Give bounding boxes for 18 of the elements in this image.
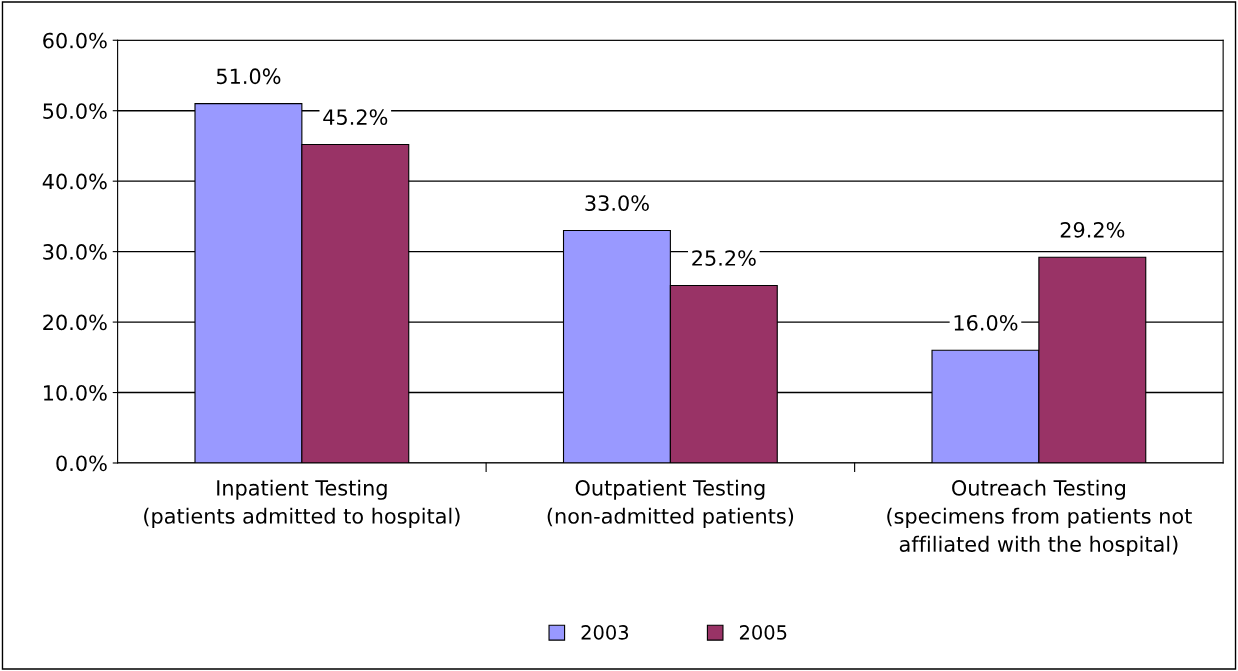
data-label: 51.0% xyxy=(216,68,281,85)
y-tick-label: 40.0% xyxy=(42,173,107,190)
y-tick-label: 30.0% xyxy=(43,244,107,260)
y-tick-label: 10.0% xyxy=(43,384,107,401)
data-label: 16.0% xyxy=(954,314,1018,331)
y-tick-label: 0.0% xyxy=(56,455,107,472)
data-label: 33.0% xyxy=(585,195,649,211)
legend-label: 2003 xyxy=(581,625,629,640)
x-tick-label: Inpatient Testing (patients admitted to hospital) xyxy=(144,479,460,528)
x-tick-label: Outpatient Testing (non-admitted patients) xyxy=(547,479,794,528)
data-label: 29.2% xyxy=(1060,221,1125,238)
y-tick-label: 60.0% xyxy=(43,32,107,49)
data-label: 25.2% xyxy=(692,250,756,266)
y-tick-label: 50.0% xyxy=(43,103,107,119)
x-tick-label: Outreach Testing (specimens from patients not affiliated with the hospital) xyxy=(887,479,1192,556)
data-label: 45.2% xyxy=(323,109,388,125)
legend-label: 2005 xyxy=(739,625,787,640)
y-tick-label: 20.0% xyxy=(43,314,107,331)
